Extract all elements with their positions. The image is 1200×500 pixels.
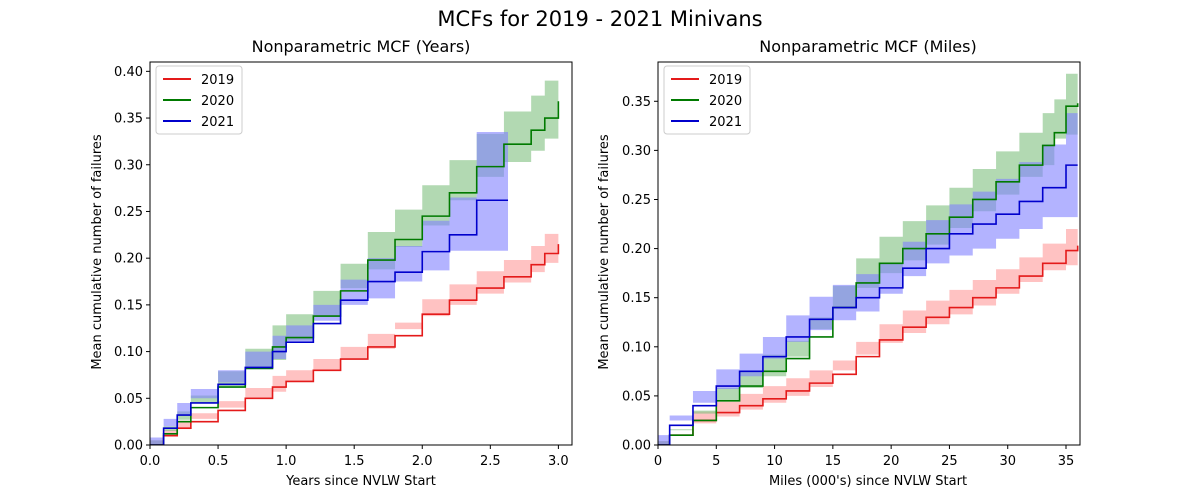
confidence-band-2019	[658, 223, 1078, 445]
panel-miles: Nonparametric MCF (Miles) 0 5 10 15 20 25 30 35…	[597, 37, 1081, 489]
y-tick-label: 0.15	[622, 291, 651, 306]
confidence-band-2021	[658, 113, 1078, 445]
panel-title-miles: Nonparametric MCF (Miles)	[759, 37, 976, 56]
confidence-band-2020	[150, 63, 559, 445]
x-axis-label-years: Years since NVLW Start	[285, 474, 436, 489]
x-tick-label: 35	[1058, 454, 1075, 469]
y-tick-label: 0.15	[114, 298, 143, 313]
series-line-2021	[658, 164, 1078, 445]
series-line-2020	[658, 103, 1079, 445]
x-axis-miles: 0 5 10 15 20 25 30 35	[654, 445, 1074, 469]
legend-box	[663, 65, 751, 135]
y-axis-label-years: Mean cumulative number of failures	[90, 134, 105, 370]
panel-years: Nonparametric MCF (Years) 0.0 0.5 1.0 1.5 2.…	[90, 37, 573, 489]
y-tick-label: 0.25	[622, 193, 651, 208]
x-tick-label: 0.0	[140, 454, 161, 469]
y-tick-label: 0.10	[114, 345, 143, 360]
series-line-2021	[150, 199, 509, 445]
legend-years: 2019 2020 2021	[155, 65, 243, 135]
y-tick-label: 0.05	[114, 392, 143, 407]
confidence-band-2019	[150, 220, 559, 445]
x-tick-label: 1.0	[276, 454, 297, 469]
figure-title: MCFs for 2019 - 2021 Minivans	[437, 7, 762, 31]
y-tick-label: 0.25	[114, 205, 143, 220]
x-tick-label: 25	[941, 454, 958, 469]
axes-frame	[657, 61, 1081, 446]
x-tick-label: 0.5	[208, 454, 229, 469]
y-tick-label: 0.20	[114, 252, 143, 267]
axes-frame	[149, 61, 573, 446]
legend-box	[155, 65, 243, 135]
y-tick-label: 0.40	[114, 65, 143, 80]
x-tick-label: 0	[654, 454, 662, 469]
y-tick-label: 0.00	[622, 439, 651, 454]
x-tick-label: 2.5	[480, 454, 501, 469]
x-tick-label: 5	[712, 454, 720, 469]
y-tick-label: 0.35	[114, 112, 143, 127]
y-tick-label: 0.30	[622, 144, 651, 159]
legend-label-2020: 2020	[709, 94, 742, 109]
x-axis-years: 0.0 0.5 1.0 1.5 2.0 2.5 3.0	[140, 445, 569, 469]
plot-area-miles	[657, 61, 1081, 446]
legend-label-2020: 2020	[201, 94, 234, 109]
panel-title-years: Nonparametric MCF (Years)	[252, 37, 471, 56]
legend-label-2019: 2019	[709, 73, 742, 88]
x-tick-label: 15	[825, 454, 842, 469]
y-tick-label: 0.30	[114, 158, 143, 173]
x-tick-label: 30	[999, 454, 1016, 469]
y-tick-label: 0.05	[622, 389, 651, 404]
x-tick-label: 3.0	[548, 454, 569, 469]
y-tick-label: 0.10	[622, 340, 651, 355]
plot-area-years	[149, 61, 573, 446]
series-line-2019	[658, 245, 1079, 445]
x-tick-label: 10	[766, 454, 783, 469]
y-tick-label: 0.20	[622, 242, 651, 257]
legend-label-2021: 2021	[709, 115, 742, 130]
x-tick-label: 20	[883, 454, 900, 469]
y-axis-label-miles: Mean cumulative number of failures	[597, 134, 612, 370]
y-axis-years: 0.00 0.05 0.10 0.15 0.20 0.25 0.30 0.35 0.40	[114, 65, 150, 454]
y-axis-miles: 0.00 0.05 0.10 0.15 0.20 0.25 0.30 0.35	[622, 95, 658, 454]
x-axis-label-miles: Miles (000's) since NVLW Start	[769, 474, 967, 489]
x-tick-label: 1.5	[344, 454, 365, 469]
x-tick-label: 2.0	[412, 454, 433, 469]
confidence-band-2021	[150, 132, 509, 445]
legend-label-2021: 2021	[201, 115, 234, 130]
y-tick-label: 0.35	[622, 95, 651, 110]
y-tick-label: 0.00	[114, 439, 143, 454]
legend-label-2019: 2019	[201, 73, 234, 88]
legend-miles: 2019 2020 2021	[663, 65, 751, 135]
